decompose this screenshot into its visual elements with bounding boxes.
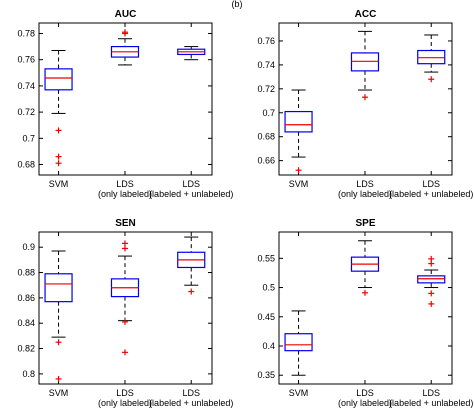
category-label: LDS [422,179,440,189]
category-label: LDS [116,179,134,189]
category-label: (only labeled) [338,189,392,199]
box-2 [177,236,206,295]
iqr-box [284,110,313,133]
box-0 [44,250,73,382]
iqr-box [44,273,73,303]
y-tick-label: 0.72 [257,84,275,94]
y-tick-label: 0.4 [262,341,275,351]
axes-frame [278,231,453,385]
y-tick-label: 0.78 [17,28,35,38]
y-tick-label: 0.66 [257,156,275,166]
category-label: SVM [49,179,69,189]
category-label: (labeled + unlabeled) [389,398,473,408]
outlier-point [121,245,128,252]
y-tick-label: 0.35 [257,370,275,380]
y-tick-label: 0.68 [17,160,35,170]
box-0 [44,50,73,167]
category-label: LDS [422,388,440,398]
category-label: LDS [182,388,200,398]
axes-frame [278,22,453,176]
y-tick-label: 0.68 [257,132,275,142]
category-label: (only labeled) [98,398,152,408]
category-label: LDS [182,179,200,189]
outlier-point [55,127,62,134]
outlier-point [188,288,195,295]
outlier-point [55,160,62,167]
y-tick-label: 0.76 [17,55,35,65]
category-label: SVM [289,388,309,398]
iqr-box [44,68,73,91]
box-1 [350,30,380,101]
y-tick-label: 0.76 [257,36,275,46]
box-0 [284,310,313,376]
category-label: (labeled + unlabeled) [149,189,233,199]
y-tick-label: 0.8 [22,369,35,379]
outlier-point [55,153,62,160]
header-fragment: (b) [232,0,243,9]
y-tick-label: 0.82 [17,344,35,354]
y-tick-label: 0.45 [257,312,275,322]
outlier-point [428,260,435,267]
iqr-box [284,333,313,352]
outlier-point [55,375,62,382]
category-label: (labeled + unlabeled) [389,189,473,199]
y-tick-label: 0.9 [22,242,35,252]
panel-title: ACC [355,9,377,20]
y-tick-label: 0.74 [17,81,35,91]
outlier-point [121,240,128,247]
box-2 [417,255,446,307]
y-tick-label: 0.88 [17,268,35,278]
axes-frame [38,22,213,176]
outlier-point [121,349,128,356]
outlier-point [428,290,435,297]
outlier-point [55,339,62,346]
y-tick-label: 0.74 [257,60,275,70]
y-tick-label: 0.7 [22,133,35,143]
outlier-point [361,289,368,296]
box-1 [110,240,140,356]
category-label: (labeled + unlabeled) [149,398,233,408]
panel-title: SPE [355,218,375,229]
outlier-point [295,167,302,174]
panel-title: AUC [115,9,137,20]
category-label: SVM [49,388,69,398]
category-label: (only labeled) [338,398,392,408]
category-label: (only labeled) [98,189,152,199]
box-1 [350,240,380,296]
outlier-point [428,300,435,307]
category-label: SVM [289,179,309,189]
box-1 [110,29,140,66]
box-2 [417,34,446,83]
outlier-point [361,94,368,101]
y-tick-label: 0.84 [17,318,35,328]
outlier-point [121,318,128,325]
box-2 [177,46,206,61]
outlier-point [121,29,128,36]
category-label: LDS [116,388,134,398]
y-tick-label: 0.7 [262,108,275,118]
y-tick-label: 0.55 [257,253,275,263]
y-tick-label: 0.5 [262,283,275,293]
panel-title: SEN [115,218,136,229]
category-label: LDS [356,388,374,398]
outlier-point [428,76,435,83]
y-tick-label: 0.72 [17,107,35,117]
box-0 [284,89,313,174]
y-tick-label: 0.86 [17,293,35,303]
axes-frame [38,231,213,385]
category-label: LDS [356,179,374,189]
